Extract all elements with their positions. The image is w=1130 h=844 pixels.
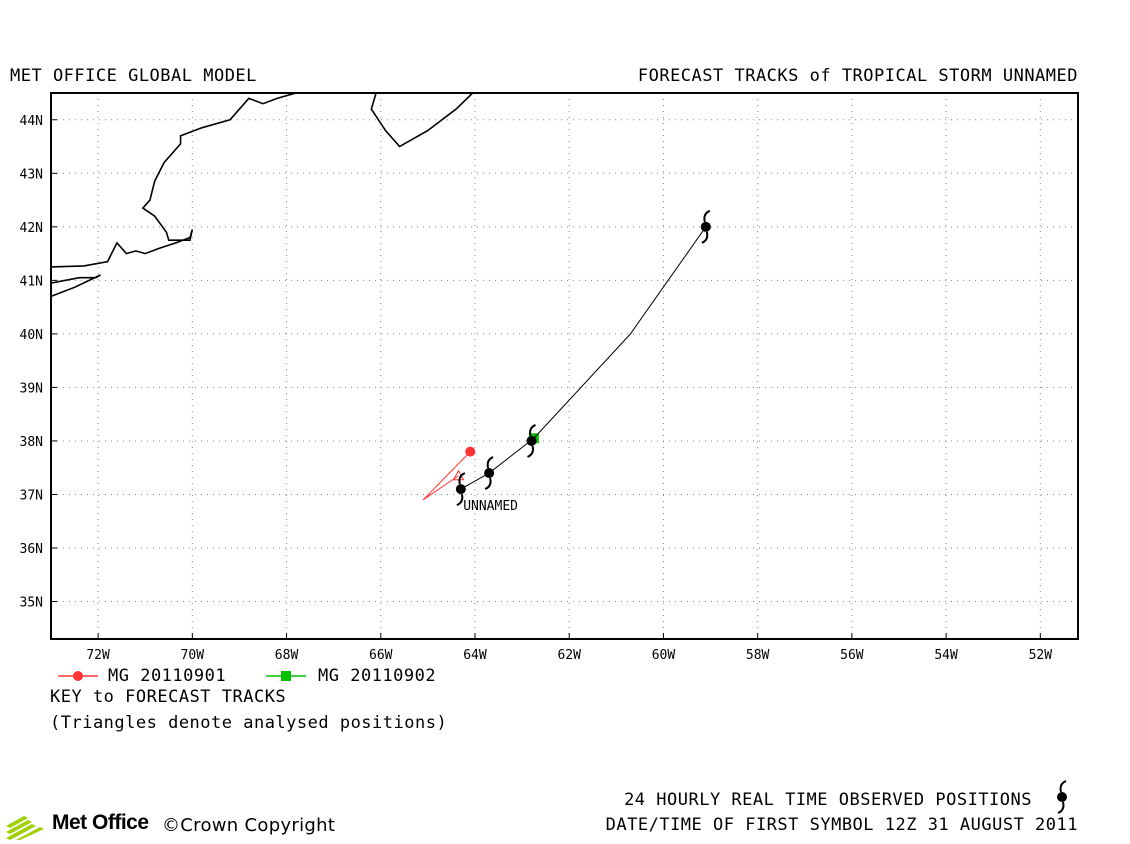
observed-track — [455, 209, 711, 507]
lat-tick-label: 40N — [20, 328, 43, 343]
lat-tick-label: 41N — [20, 274, 43, 289]
coastline — [51, 274, 101, 298]
lon-tick-label: 62W — [557, 648, 581, 663]
lon-tick-label: 72W — [86, 648, 110, 663]
lat-tick-label: 38N — [20, 435, 43, 450]
lat-tick-label: 35N — [20, 596, 43, 611]
axis-ticks: 35N 36N 37N 38N 39N 40N 41N 42N 43N 44N 72W 70W 68W 6… — [20, 114, 1053, 663]
lon-tick-label: 56W — [840, 648, 864, 663]
coastline-outlines — [51, 93, 474, 298]
first-symbol-datetime: DATE/TIME OF FIRST SYMBOL 12Z 31 AUGUST … — [605, 815, 1078, 835]
forecast-tracks — [422, 433, 539, 501]
header-left-title: MET OFFICE GLOBAL MODEL — [10, 66, 257, 86]
hurricane-position-icon — [484, 456, 495, 490]
lon-tick-label: 60W — [652, 648, 676, 663]
hurricane-position-icon — [455, 472, 466, 507]
met-office-logo-icon — [6, 816, 44, 840]
forecast-start-marker — [465, 446, 476, 457]
lon-tick-label: 52W — [1029, 648, 1053, 663]
storm-label-unnamed: UNNAMED — [463, 499, 518, 514]
legend-note: (Triangles denote analysed positions) — [50, 713, 448, 733]
legend-label-mg-20110902: MG 20110902 — [318, 666, 437, 686]
coastline — [51, 93, 297, 268]
lon-tick-label: 68W — [275, 648, 299, 663]
legend-marker-mg-20110901 — [58, 671, 98, 681]
hurricane-position-icon — [700, 209, 711, 244]
header-right-title: FORECAST TRACKS of TROPICAL STORM UNNAME… — [637, 66, 1078, 86]
met-office-logo-text: Met Office — [52, 811, 149, 834]
legend-key-title: KEY to FORECAST TRACKS — [50, 687, 287, 707]
copyright-text: ©Crown Copyright — [162, 815, 336, 836]
forecast-track-line — [422, 451, 471, 501]
met-office-logo: Met Office — [6, 811, 166, 840]
lat-tick-label: 43N — [20, 167, 43, 182]
map-frame — [50, 92, 1079, 640]
observed-positions-note: 24 HOURLY REAL TIME OBSERVED POSITIONS — [624, 790, 1032, 810]
lon-tick-label: 66W — [369, 648, 393, 663]
lat-lon-grid — [51, 93, 1078, 639]
hurricane-symbol-icon — [1057, 780, 1067, 814]
coastline — [370, 93, 474, 148]
lon-tick-label: 58W — [746, 648, 770, 663]
hurricane-position-icon — [526, 424, 537, 458]
legend-marker-mg-20110902 — [266, 671, 306, 681]
lat-tick-label: 42N — [20, 221, 43, 236]
lon-tick-label: 70W — [181, 648, 205, 663]
legend-label-mg-20110901: MG 20110901 — [108, 666, 227, 686]
lat-tick-label: 39N — [20, 381, 43, 396]
lon-tick-label: 64W — [463, 648, 487, 663]
lat-tick-label: 37N — [20, 488, 43, 503]
lon-tick-label: 54W — [934, 648, 958, 663]
lat-tick-label: 44N — [20, 114, 43, 129]
observed-track-line — [460, 226, 707, 490]
lat-tick-label: 36N — [20, 542, 43, 557]
